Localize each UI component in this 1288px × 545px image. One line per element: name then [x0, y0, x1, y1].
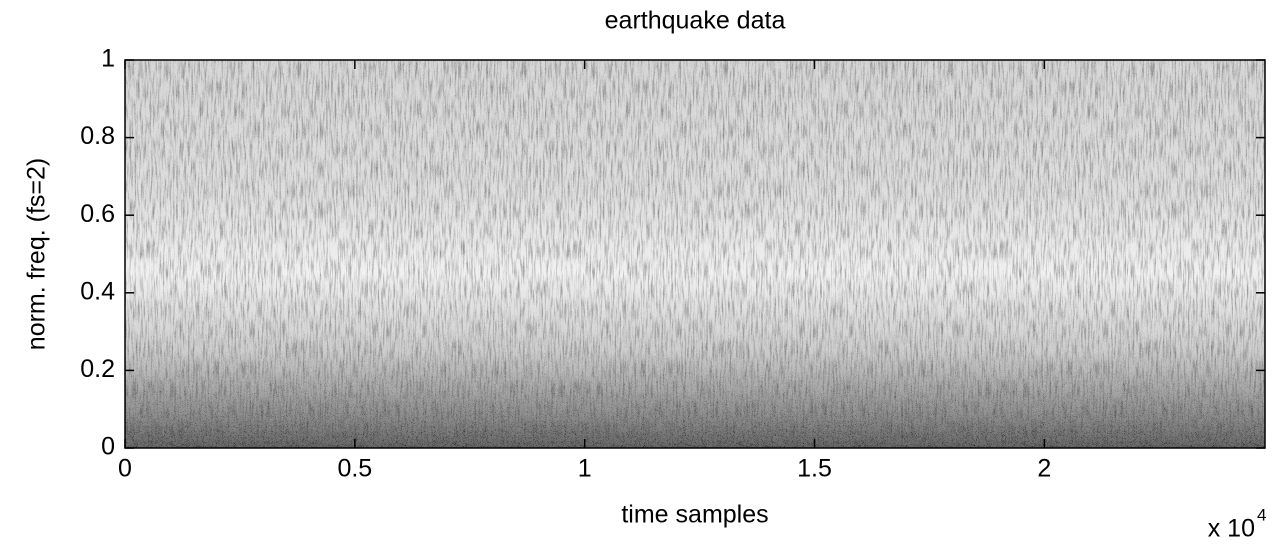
x-axis-label: time samples	[621, 501, 768, 529]
x-multiplier: x 10	[1208, 515, 1255, 543]
y-tick-label: 0.4	[80, 277, 115, 305]
x-tick-label: 1	[578, 455, 592, 483]
x-tick-label: 1.5	[797, 455, 832, 483]
x-tick-label: 2	[1037, 455, 1051, 483]
y-tick-label: 0.8	[80, 122, 115, 150]
x-tick-label: 0.5	[337, 455, 372, 483]
plot-frame	[124, 59, 1266, 449]
y-tick-label: 0	[101, 433, 115, 461]
y-tick-label: 0.6	[80, 200, 115, 228]
chart-title: earthquake data	[605, 7, 786, 35]
y-tick-label: 0.2	[80, 355, 115, 383]
y-axis-label: norm. freq. (fs=2)	[23, 158, 51, 350]
y-tick-label: 1	[101, 45, 115, 73]
x-multiplier-exponent: 4	[1257, 505, 1266, 524]
x-tick-label: 0	[118, 455, 132, 483]
spectrogram-image	[125, 60, 1265, 448]
